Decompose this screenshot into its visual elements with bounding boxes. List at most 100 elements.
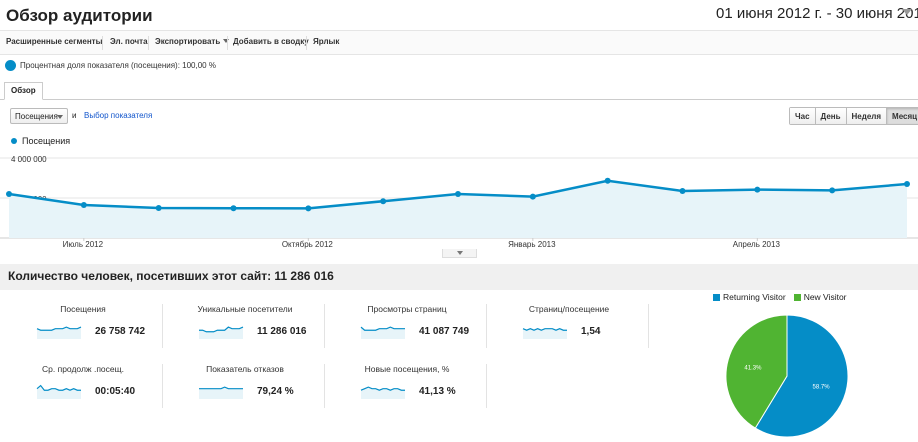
sparkline-area	[37, 385, 81, 399]
legend-swatch	[713, 294, 720, 301]
metric-value: 1,54	[581, 326, 601, 337]
tab-divider	[0, 99, 918, 100]
sparkline-line	[522, 328, 567, 331]
chevron-down-icon	[57, 115, 63, 119]
sparkline-area	[199, 387, 243, 399]
data-point	[829, 187, 836, 194]
data-point	[604, 177, 611, 184]
metric-new-visits[interactable]: Новые посещения, % 41,13 %	[332, 364, 482, 422]
pie-legend-label: Returning Visitor	[723, 292, 786, 302]
toolbar: Расширенные сегменты Эл. почта Экспортир…	[0, 30, 918, 55]
period-day-button[interactable]: День	[815, 108, 847, 124]
toolbar-divider	[102, 36, 103, 50]
metric-avg-duration[interactable]: Ср. продолж .посещ. 00:05:40	[8, 364, 158, 422]
sparkline-line	[199, 386, 243, 390]
sparkline	[36, 326, 82, 339]
choose-metric-link[interactable]: Выбор показателя	[84, 111, 153, 120]
tab-overview[interactable]: Обзор	[4, 82, 43, 100]
toolbar-divider	[148, 36, 149, 50]
data-point	[904, 181, 910, 187]
data-point	[455, 191, 461, 197]
export-button[interactable]: Экспортировать	[155, 37, 230, 46]
data-point	[305, 205, 312, 212]
series-area	[9, 180, 907, 238]
metric-select-value: Посещения	[15, 112, 58, 121]
series-legend-marker	[11, 138, 17, 144]
metric-label: Просмотры страниц	[367, 304, 447, 314]
pie-slice-label: 41.3%	[744, 365, 762, 371]
metric-value: 41,13 %	[419, 386, 456, 397]
toolbar-divider	[227, 36, 228, 50]
pie-legend-label: New Visitor	[803, 292, 847, 302]
sparkline-line	[199, 326, 244, 333]
metric-unique-visitors[interactable]: Уникальные посетители 11 286 016	[170, 304, 320, 362]
toolbar-divider	[306, 36, 307, 50]
sparkline-area	[523, 328, 567, 339]
metric-select[interactable]: Посещения	[10, 108, 68, 124]
chevron-down-icon[interactable]	[902, 9, 912, 15]
metric-visits[interactable]: Посещения 26 758 742	[8, 304, 158, 362]
y-tick-label: 4 000 000	[11, 155, 47, 164]
sparkline-area	[199, 327, 243, 339]
metric-value: 79,24 %	[257, 386, 294, 397]
export-label: Экспортировать	[155, 37, 221, 46]
sparkline	[199, 326, 244, 339]
metric-label: Ср. продолж .посещ.	[42, 364, 124, 374]
data-point	[155, 205, 162, 211]
sparkline-area	[37, 327, 81, 339]
data-point	[380, 198, 387, 205]
summary-bar	[0, 264, 918, 290]
pie-slice	[725, 314, 788, 429]
metric-divider	[162, 364, 163, 408]
period-week-button[interactable]: Неделя	[846, 108, 888, 124]
chevron-down-icon	[223, 39, 230, 43]
visitor-type-pie-chart: 58.7% 41.3%	[725, 314, 849, 438]
metric-label: Показатель отказов	[206, 364, 284, 374]
sparkline-area	[361, 387, 405, 399]
period-month-button[interactable]: Месяц	[887, 108, 918, 124]
metric-divider	[648, 304, 649, 348]
series-legend-label: Посещения	[22, 136, 71, 146]
sparkline	[360, 386, 405, 399]
data-point	[679, 188, 686, 194]
chart-expand-toggle[interactable]	[442, 249, 477, 258]
x-tick-label: Январь 2013	[508, 240, 556, 249]
metric-divider	[162, 304, 163, 348]
period-selector: Час День Неделя Месяц	[789, 107, 918, 125]
data-point	[754, 186, 761, 193]
summary-title: Количество человек, посетивших этот сайт…	[8, 269, 334, 283]
sparkline	[199, 386, 243, 399]
metric-pages-per-visit[interactable]: Страниц/посещение 1,54	[494, 304, 644, 362]
data-point	[80, 202, 87, 208]
sparkline	[36, 384, 81, 399]
date-range-picker[interactable]: 01 июня 2012 г. - 30 июня 2013 г.	[716, 5, 918, 22]
chevron-down-icon	[457, 251, 463, 255]
data-point	[6, 191, 12, 197]
metric-divider	[324, 304, 325, 348]
segment-icon[interactable]	[5, 60, 16, 71]
period-hour-button[interactable]: Час	[790, 108, 816, 124]
shortcut-button[interactable]: Ярлык	[313, 37, 340, 46]
metric-label: Уникальные посетители	[197, 304, 293, 314]
x-tick-label: Октябрь 2012	[282, 240, 334, 249]
metric-pageviews[interactable]: Просмотры страниц 41 087 749	[332, 304, 482, 362]
data-point	[230, 205, 237, 212]
metric-divider	[324, 364, 325, 408]
metric-label: Посещения	[60, 304, 106, 314]
email-button[interactable]: Эл. почта	[110, 37, 148, 46]
add-to-dashboard-button[interactable]: Добавить в сводку	[233, 37, 309, 46]
pie-legend-item[interactable]: New Visitor	[793, 292, 847, 302]
metric-divider	[486, 364, 487, 408]
and-label: и	[72, 111, 77, 120]
advanced-segments-button[interactable]: Расширенные сегменты	[6, 37, 103, 46]
x-tick-label: Июль 2012	[63, 240, 104, 249]
pie-legend-item[interactable]: Returning Visitor	[713, 292, 786, 302]
sparkline	[360, 326, 405, 339]
metric-bounce-rate[interactable]: Показатель отказов 79,24 %	[170, 364, 320, 422]
metric-value: 11 286 016	[257, 326, 307, 337]
sparkline-line	[36, 326, 82, 331]
pie-legend: Returning Visitor New Visitor	[713, 292, 847, 302]
metric-value: 00:05:40	[95, 386, 136, 397]
metric-label: Новые посещения, %	[364, 364, 450, 374]
